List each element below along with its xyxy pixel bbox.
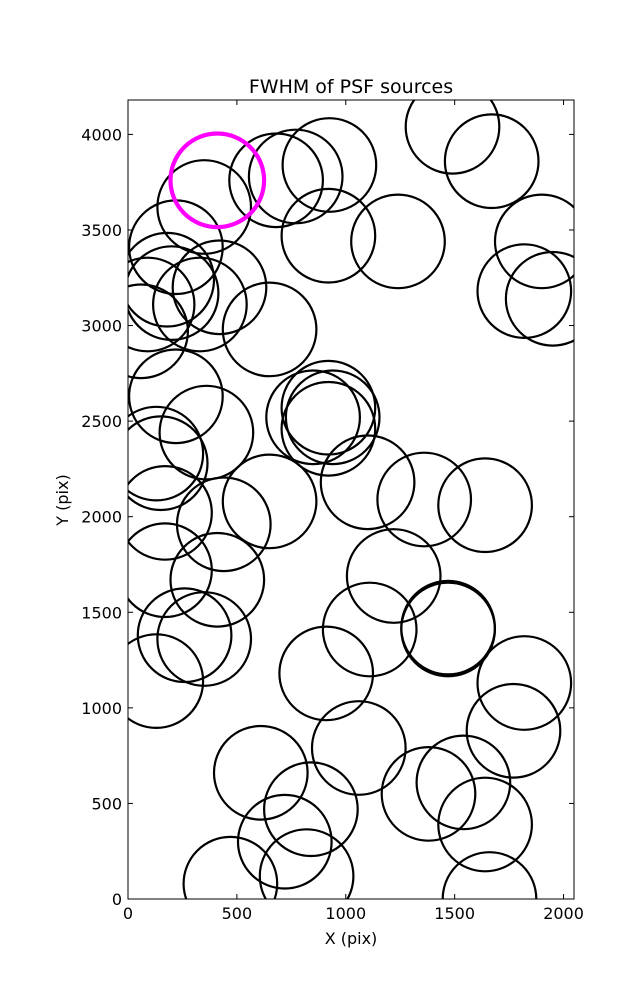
y-tick-label: 3000	[81, 317, 122, 336]
source-circle	[493, 193, 574, 290]
source-circle	[345, 528, 442, 624]
y-tick-label: 1500	[81, 603, 122, 622]
source-circle	[319, 434, 416, 531]
y-tick-label: 4000	[81, 125, 122, 144]
source-circle	[182, 835, 279, 899]
source-circle	[128, 283, 189, 380]
source-circle	[278, 625, 375, 722]
source-circle	[376, 451, 473, 548]
source-circle	[128, 256, 196, 353]
source-circle	[415, 734, 512, 831]
y-tick-label: 0	[112, 890, 122, 909]
y-tick-label: 2500	[81, 412, 122, 431]
source-circle	[265, 369, 362, 466]
source-circle	[156, 159, 253, 255]
source-circle	[128, 348, 224, 445]
source-circle	[169, 531, 266, 628]
x-tick-label: 500	[222, 904, 253, 923]
source-circle	[212, 724, 309, 821]
source-circle	[350, 193, 446, 290]
source-circle	[380, 746, 477, 842]
source-circle	[465, 682, 562, 779]
source-circle	[280, 380, 377, 477]
source-circle	[437, 776, 534, 873]
x-tick-label: 1000	[325, 904, 366, 923]
source-circle	[284, 369, 381, 466]
source-circle	[258, 828, 355, 899]
plot-frame	[127, 99, 575, 900]
source-circle	[280, 187, 377, 284]
source-circle	[321, 581, 418, 678]
x-tick-label: 2000	[543, 904, 584, 923]
y-tick-label: 2000	[81, 508, 122, 527]
source-circle	[156, 591, 253, 687]
source-circle	[151, 256, 248, 353]
ticks-layer: 0 500 1000 1500 2000 0 500 1000 1500 2000 2500 3000…	[81, 100, 584, 923]
y-tick-label: 1000	[81, 699, 122, 718]
y-axis-label: Y (pix)	[53, 474, 72, 526]
x-axis-label: X (pix)	[325, 929, 378, 948]
source-circle	[228, 132, 325, 229]
y-tick-label: 500	[91, 794, 122, 813]
x-tick-label: 1500	[434, 904, 475, 923]
source-circle	[128, 522, 213, 619]
source-circle	[128, 405, 205, 502]
source-circle	[158, 384, 255, 481]
source-circle	[128, 415, 209, 512]
source-circle	[476, 635, 573, 731]
source-circle	[221, 281, 318, 378]
source-circle	[128, 231, 216, 328]
highlighted-source-circle	[168, 131, 267, 230]
marks-layer	[128, 100, 574, 899]
source-circle	[280, 359, 377, 456]
chart-title: FWHM of PSF sources	[249, 76, 453, 98]
source-circle	[476, 243, 573, 340]
source-circle	[504, 250, 574, 347]
source-circle	[441, 851, 538, 899]
source-circle	[128, 633, 205, 729]
source-circle	[310, 700, 407, 796]
source-circle	[443, 113, 540, 210]
source-circle	[404, 100, 501, 175]
source-circle	[128, 465, 213, 561]
x-tick-label: 0	[123, 904, 133, 923]
source-circle	[171, 239, 268, 336]
source-circle	[221, 453, 318, 550]
source-circle	[437, 457, 534, 554]
y-tick-label: 3500	[81, 221, 122, 240]
source-circle	[263, 761, 359, 858]
source-circle	[281, 117, 378, 213]
source-circle	[128, 245, 220, 341]
source-circle	[400, 579, 497, 676]
source-circle	[236, 793, 333, 890]
